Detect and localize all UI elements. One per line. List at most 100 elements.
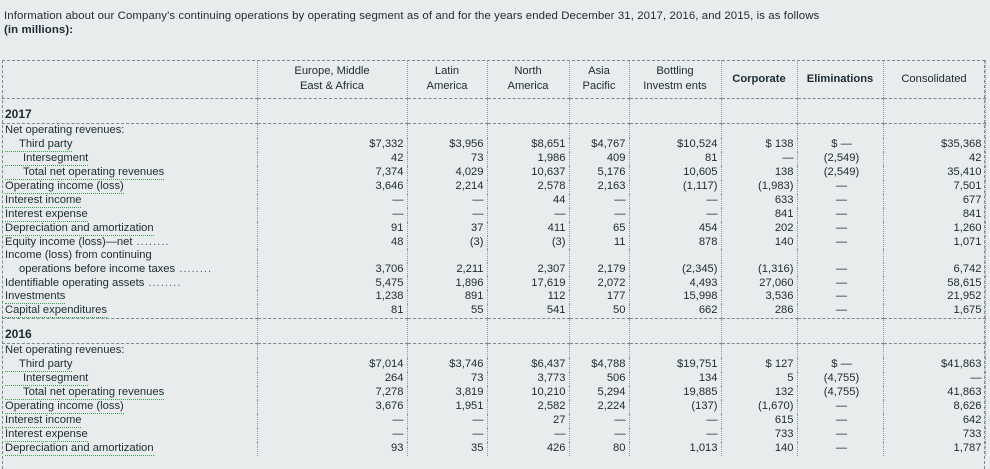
value-cell: 3,819: [407, 385, 488, 400]
empty-cell: [797, 343, 884, 358]
row-label-text: operations before income taxes: [19, 263, 176, 276]
header-row: Europe, Middle East & Africa Latin America N…: [2, 60, 986, 99]
value-cell: —: [721, 151, 798, 166]
table-row: Capital expenditures 81 55 541 50 662 286—1,67…: [2, 303, 986, 319]
column-header-line: America: [426, 80, 468, 92]
value-cell: 202: [721, 221, 798, 236]
row-label-text: Capital expenditures: [5, 303, 107, 318]
value-cell: $7,014: [257, 357, 408, 372]
income-label-row: Income (loss) from continuing: [2, 249, 986, 263]
value-cell: 48: [257, 235, 408, 250]
value-cell: 1,238: [257, 289, 408, 304]
value-cell: 10,637: [487, 165, 570, 180]
value-cell: 177: [569, 289, 630, 304]
column-header-4: Asia Pacific: [569, 60, 630, 99]
value-cell: 1,951: [407, 399, 488, 414]
empty-cell: [487, 343, 570, 358]
intro-text: Information about our Company's continui…: [4, 9, 984, 37]
row-label: Operating income (loss): [2, 399, 258, 414]
empty-cell: [883, 123, 986, 138]
net-operating-revenues-row: Net operating revenues:: [2, 123, 986, 138]
empty-cell: [569, 123, 630, 138]
row-label-text: Depreciation and amortization: [5, 221, 154, 236]
row-label-text: Intersegment: [5, 152, 89, 166]
row-label-text: Total net operating revenues: [5, 386, 165, 400]
value-cell: —: [487, 207, 570, 222]
value-cell: 42: [257, 151, 408, 166]
value-cell: 264: [257, 371, 408, 386]
value-cell: $8,651: [487, 137, 570, 152]
value-cell: —: [257, 427, 408, 442]
empty-cell: [257, 98, 408, 124]
row-label-text: Third party: [5, 358, 73, 372]
row-label: Interest income: [2, 193, 258, 208]
value-cell: —: [407, 207, 488, 222]
value-cell: —: [569, 427, 630, 442]
table-row: Investments 1,238 891 112 177 15,998 3,536—21,…: [2, 289, 986, 304]
empty-cell: [629, 318, 722, 344]
column-header-line: Corporate: [732, 72, 786, 85]
table-row: Intersegment 264 73 3,773 506 134 5 (4,755) —: [2, 371, 986, 386]
value-cell: 10,210: [487, 385, 570, 400]
column-header-line: America: [507, 80, 549, 92]
row-label: Intersegment: [2, 151, 258, 166]
table-row: Depreciation and amortization 91 37 411 65 45…: [2, 221, 986, 236]
value-cell: 73: [407, 371, 488, 386]
empty-cell: [257, 123, 408, 138]
row-label: Third party: [2, 137, 258, 152]
value-cell: 2,224: [569, 399, 630, 414]
value-cell: —: [629, 427, 722, 442]
value-cell: —: [797, 289, 884, 304]
value-cell: 55: [407, 303, 488, 319]
column-header-1: Europe, Middle East & Africa: [257, 60, 408, 99]
row-label-text: Depreciation and amortization: [5, 441, 154, 456]
value-cell: 7,374: [257, 165, 408, 180]
value-cell: 15,998: [629, 289, 722, 304]
value-cell: $35,368: [883, 137, 986, 152]
row-label: Depreciation and amortization: [2, 441, 258, 456]
value-cell: $ —: [797, 357, 884, 372]
value-cell: 541: [487, 303, 570, 319]
value-cell: —: [797, 221, 884, 236]
value-cell: 19,885: [629, 385, 722, 400]
row-label: Third party: [2, 357, 258, 372]
value-cell: 132: [721, 385, 798, 400]
column-header-6: Corporate: [721, 60, 798, 99]
header-blank: [2, 60, 258, 99]
value-cell: —: [629, 193, 722, 208]
value-cell: 1,013: [629, 441, 722, 456]
value-cell: —: [569, 207, 630, 222]
row-label: Depreciation and amortization: [2, 221, 258, 236]
row-label-text: Operating income (loss): [5, 399, 124, 414]
value-cell: 35,410: [883, 165, 986, 180]
value-cell: 733: [721, 427, 798, 442]
value-cell: 140: [721, 441, 798, 456]
column-header-line: East & Africa: [299, 80, 365, 92]
value-cell: $4,788: [569, 357, 630, 372]
value-cell: 7,278: [257, 385, 408, 400]
value-cell: —: [797, 276, 884, 290]
value-cell: 81: [629, 151, 722, 166]
table-row: Interest income — —44— —633—677: [2, 193, 986, 208]
row-label-text: Intersegment: [5, 372, 89, 386]
row-label-text: Total net operating revenues: [5, 166, 165, 180]
value-cell: 4,029: [407, 165, 488, 180]
value-cell: 3,773: [487, 371, 570, 386]
value-cell: —: [257, 413, 408, 428]
empty-cell: [487, 318, 570, 344]
net-operating-revenues-row: Net operating revenues:: [2, 343, 986, 358]
value-cell: 2,163: [569, 179, 630, 194]
value-cell: 3,676: [257, 399, 408, 414]
year-row: 2016: [2, 318, 986, 344]
table-row: Third party $7,014 $3,746 $6,437 $4,788 $19,7…: [2, 357, 986, 372]
column-header-line: Latin: [434, 65, 460, 77]
empty-cell: [797, 318, 884, 344]
value-cell: 409: [569, 151, 630, 166]
value-cell: 73: [407, 151, 488, 166]
row-label: Operating income (loss): [2, 179, 258, 194]
column-header-line: Europe, Middle: [294, 65, 370, 77]
value-cell: (2,549): [797, 151, 884, 166]
row-label: Net operating revenues:: [2, 343, 258, 358]
year-label: 2016: [2, 318, 258, 344]
table-row: Third party $7,332 $3,956 $8,651 $4,767 $10,5…: [2, 137, 986, 152]
